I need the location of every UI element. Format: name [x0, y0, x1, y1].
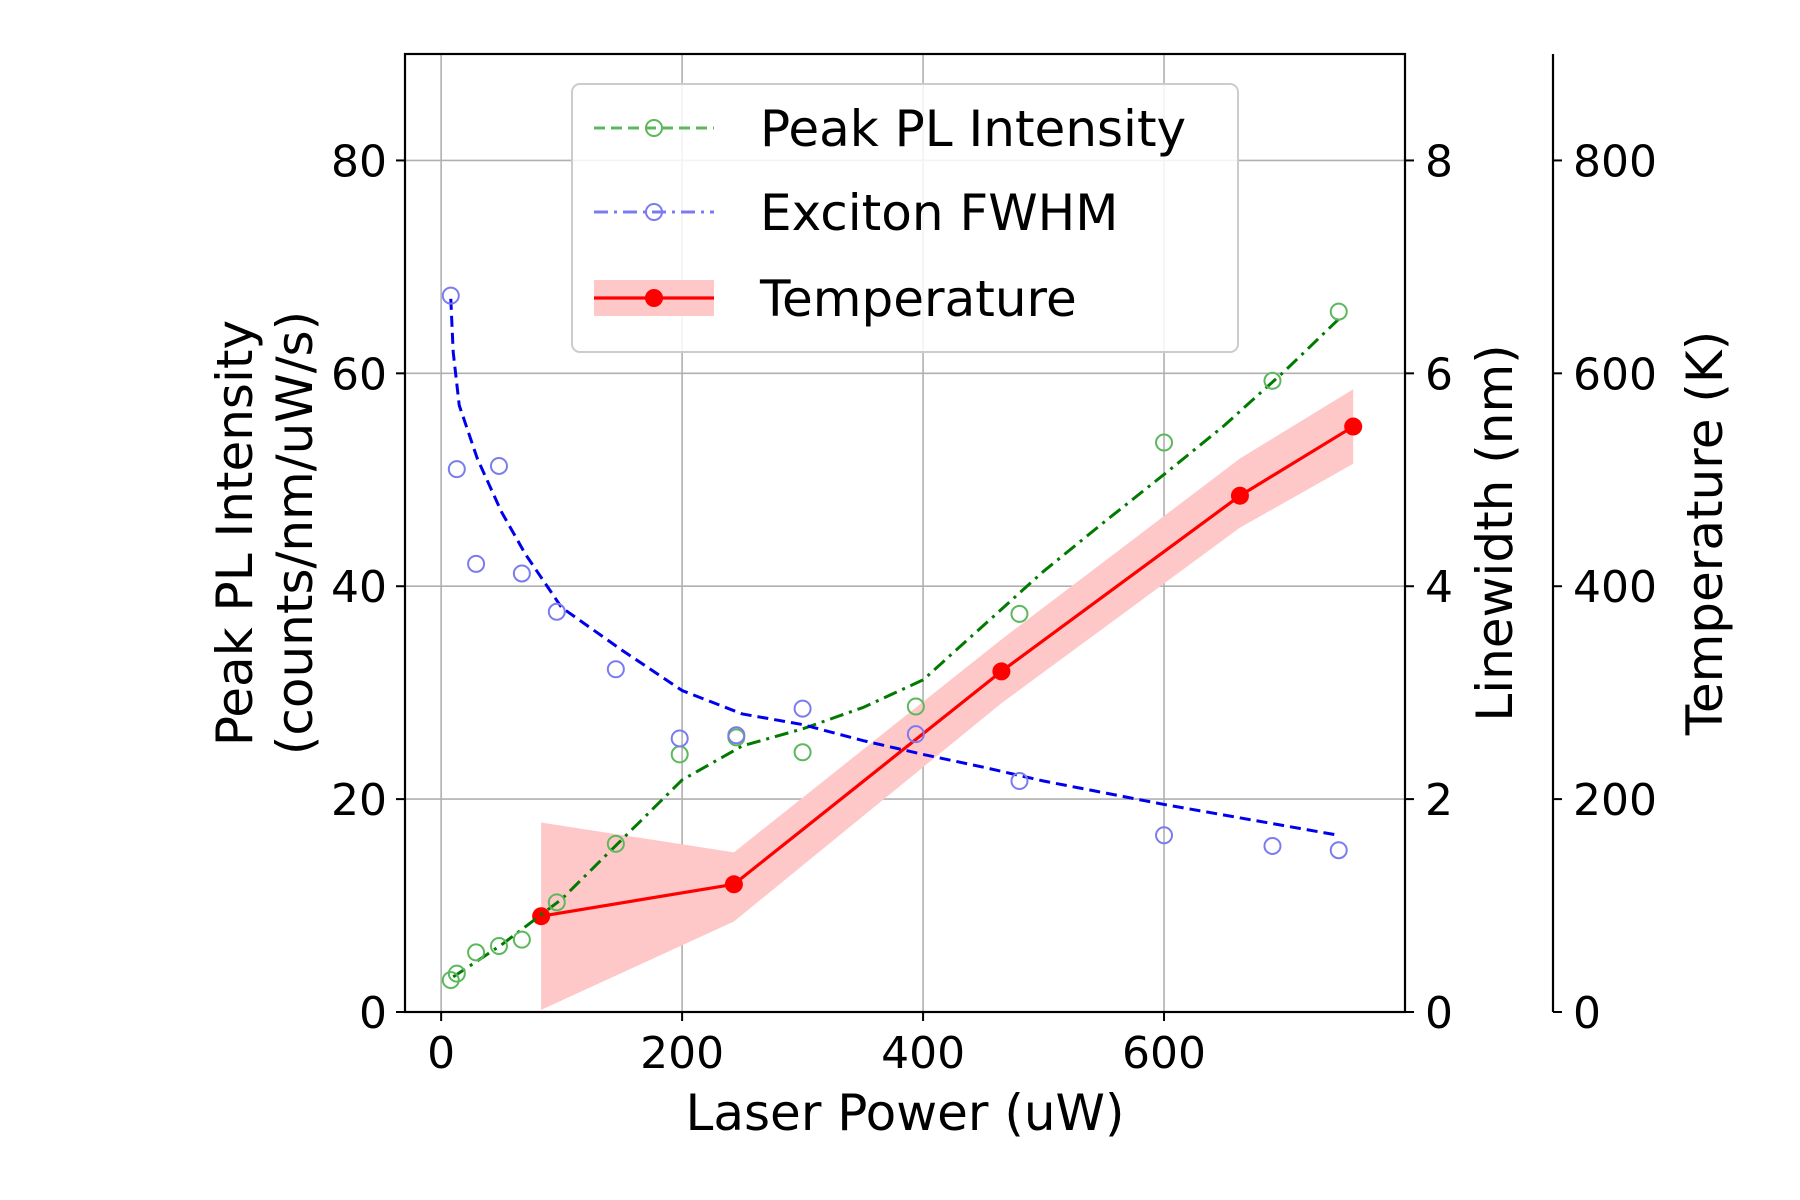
intensity-fit-line — [452, 317, 1340, 979]
fwhm-point — [1155, 826, 1174, 845]
intensity-point — [489, 937, 508, 956]
intensity-point — [1155, 433, 1174, 452]
temperature-point — [1344, 417, 1363, 436]
intensity-point — [670, 745, 689, 764]
fwhm-point — [489, 456, 508, 475]
y-right-axis-label: Linewidth (nm) — [1466, 344, 1524, 721]
fwhm-point — [793, 699, 812, 718]
temperature-point — [992, 662, 1011, 681]
fwhm-point — [670, 729, 689, 748]
y-right-tick-label: 8 — [1425, 136, 1453, 187]
y-far-right-tick-label: 200 — [1573, 775, 1657, 826]
legend-box — [571, 83, 1239, 353]
x-tick-label: 200 — [640, 1028, 724, 1079]
intensity-point — [606, 834, 625, 853]
y-left-axis-label-line: (counts/nm/uW/s) — [266, 311, 324, 755]
intensity-point — [906, 697, 925, 716]
y-far-right-tick-label: 400 — [1573, 562, 1657, 613]
intensity-point — [441, 971, 460, 990]
legend-intensity-label: Peak PL Intensity — [760, 100, 1186, 158]
fwhm-point — [1329, 841, 1348, 860]
y-far-right-tick-label: 600 — [1573, 349, 1657, 400]
temperature-series — [532, 389, 1363, 1010]
intensity-point — [447, 964, 466, 983]
legend-temperature-marker — [645, 289, 663, 307]
x-axis-label: Laser Power (uW) — [686, 1084, 1125, 1142]
y-left-tick-label: 0 — [359, 988, 387, 1039]
y-far-right-axis-label: Temperature (K) — [1676, 331, 1734, 736]
y-left-tick-label: 60 — [331, 349, 387, 400]
x-tick-label: 400 — [881, 1028, 965, 1079]
intensity-point — [1010, 604, 1029, 623]
fwhm-point — [906, 725, 925, 744]
temperature-point — [1230, 486, 1249, 505]
legend-fwhm-marker — [645, 203, 663, 221]
y-left-axis-label: Peak PL Intensity(counts/nm/uW/s) — [206, 311, 324, 755]
peak-pl-intensity-series — [441, 302, 1348, 990]
y-left-tick-label: 20 — [331, 775, 387, 826]
temperature-error-band — [541, 389, 1354, 1010]
fwhm-point — [467, 554, 486, 573]
intensity-point — [547, 893, 566, 912]
y-right-tick-label: 4 — [1425, 562, 1453, 613]
temperature-point — [532, 907, 551, 926]
x-tick-label: 0 — [427, 1028, 455, 1079]
legend-intensity-marker — [645, 119, 663, 137]
fwhm-point — [1263, 836, 1282, 855]
fwhm-point — [547, 602, 566, 621]
plot-frame — [403, 52, 1407, 1014]
y-far-right-tick-label: 800 — [1573, 136, 1657, 187]
fwhm-point — [447, 460, 466, 479]
y-left-tick-label: 40 — [331, 562, 387, 613]
y-right-tick-label: 2 — [1425, 775, 1453, 826]
fwhm-point — [1010, 772, 1029, 791]
intensity-point — [793, 743, 812, 762]
intensity-point — [467, 943, 486, 962]
intensity-point — [1263, 371, 1282, 390]
legend-temperature-label: Temperature — [759, 270, 1077, 328]
x-tick-label: 600 — [1122, 1028, 1206, 1079]
y-right-tick-label: 0 — [1425, 988, 1453, 1039]
fwhm-point — [441, 286, 460, 305]
intensity-point — [512, 930, 531, 949]
y-right-tick-label: 6 — [1425, 349, 1453, 400]
fwhm-point — [727, 726, 746, 745]
fwhm-point — [606, 660, 625, 679]
y-left-tick-label: 80 — [331, 136, 387, 187]
temperature-point — [724, 875, 743, 894]
y-far-right-tick-label: 0 — [1573, 988, 1601, 1039]
exciton-fwhm-series — [441, 286, 1348, 860]
legend: Peak PL Intensity Exciton FWHM Temperature — [571, 83, 1239, 353]
legend-fwhm-label: Exciton FWHM — [760, 184, 1118, 242]
intensity-point — [1329, 302, 1348, 321]
fwhm-point — [512, 564, 531, 583]
fwhm-fit-line — [449, 298, 1339, 837]
y-left-axis-label-line: Peak PL Intensity — [206, 320, 264, 746]
